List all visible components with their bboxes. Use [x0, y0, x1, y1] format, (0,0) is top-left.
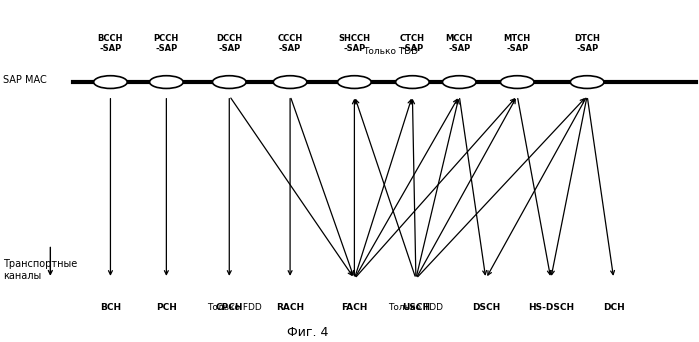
- Text: Фиг. 4: Фиг. 4: [287, 326, 329, 339]
- Text: DSCH: DSCH: [472, 303, 500, 312]
- Text: PCCH
-SAP: PCCH -SAP: [154, 34, 179, 53]
- Ellipse shape: [442, 76, 476, 89]
- Text: RACH: RACH: [276, 303, 304, 312]
- Ellipse shape: [94, 76, 127, 89]
- Text: Только TDD: Только TDD: [363, 48, 419, 56]
- Text: DCCH
-SAP: DCCH -SAP: [216, 34, 243, 53]
- Ellipse shape: [150, 76, 183, 89]
- Text: Транспортные
каналы: Транспортные каналы: [3, 259, 78, 281]
- Ellipse shape: [273, 76, 307, 89]
- Text: BCCH
-SAP: BCCH -SAP: [98, 34, 123, 53]
- Text: BCH: BCH: [100, 303, 121, 312]
- Text: PCH: PCH: [156, 303, 177, 312]
- Text: HS-DSCH: HS-DSCH: [528, 303, 574, 312]
- Ellipse shape: [500, 76, 534, 89]
- Text: DCH: DCH: [603, 303, 625, 312]
- Text: USCH: USCH: [402, 303, 430, 312]
- Text: Только FDD: Только FDD: [207, 303, 261, 312]
- Ellipse shape: [212, 76, 246, 89]
- Text: MCCH
-SAP: MCCH -SAP: [445, 34, 473, 53]
- Text: CCCH
-SAP: CCCH -SAP: [278, 34, 303, 53]
- Text: DTCH
-SAP: DTCH -SAP: [574, 34, 600, 53]
- Text: MTCH
-SAP: MTCH -SAP: [504, 34, 531, 53]
- Text: FACH: FACH: [341, 303, 368, 312]
- Ellipse shape: [396, 76, 429, 89]
- Text: Только TDD: Только TDD: [389, 303, 443, 312]
- Text: CPCH: CPCH: [215, 303, 243, 312]
- Ellipse shape: [338, 76, 371, 89]
- Text: SHCCH
-SAP: SHCCH -SAP: [338, 34, 370, 53]
- Text: SAP MAC: SAP MAC: [3, 75, 48, 86]
- Text: CTCH
-SAP: CTCH -SAP: [400, 34, 425, 53]
- Ellipse shape: [570, 76, 604, 89]
